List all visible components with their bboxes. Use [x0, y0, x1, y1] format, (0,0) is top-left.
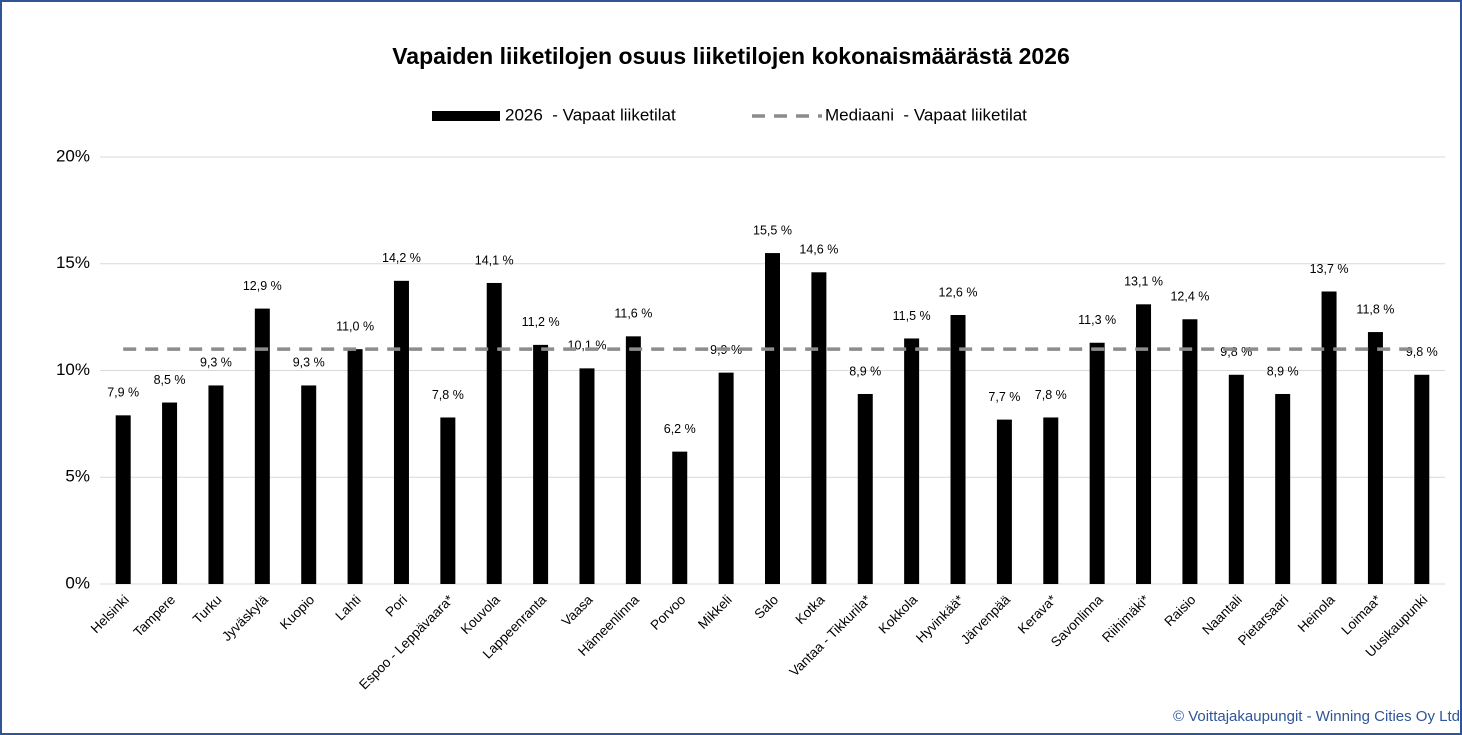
- value-label: 14,2 %: [382, 251, 421, 265]
- value-label: 7,8 %: [432, 388, 464, 402]
- value-label: 11,8 %: [1356, 302, 1394, 316]
- value-label: 11,5 %: [893, 309, 931, 323]
- value-label: 9,8 %: [1220, 345, 1252, 359]
- value-label: 14,1 %: [475, 253, 514, 267]
- value-label: 7,9 %: [107, 386, 139, 400]
- value-label: 11,6 %: [614, 307, 652, 321]
- value-label: 12,6 %: [939, 285, 978, 299]
- bar: [393, 280, 409, 584]
- bar: [950, 314, 966, 584]
- y-tick-label: 0%: [65, 573, 90, 592]
- value-label: 9,3 %: [200, 356, 232, 370]
- value-label: 11,2 %: [522, 315, 560, 329]
- bar: [115, 415, 131, 584]
- value-label: 8,9 %: [1267, 364, 1299, 378]
- y-tick-label: 5%: [65, 467, 90, 486]
- y-tick-label: 20%: [56, 146, 90, 165]
- legend-label: Mediaani - Vapaat liiketilat: [825, 105, 1027, 124]
- value-label: 9,8 %: [1406, 345, 1438, 359]
- bar: [1136, 304, 1152, 584]
- bar: [1414, 374, 1430, 584]
- bar: [1321, 291, 1337, 584]
- value-label: 11,0 %: [336, 319, 374, 333]
- bar: [625, 336, 641, 584]
- value-label: 12,4 %: [1170, 290, 1209, 304]
- bar: [904, 338, 920, 584]
- bar: [1367, 332, 1383, 584]
- legend-label: 2026 - Vapaat liiketilat: [505, 105, 676, 124]
- y-tick-label: 15%: [56, 253, 90, 272]
- bar: [1182, 319, 1198, 584]
- bar: [533, 344, 549, 584]
- bar: [857, 393, 873, 584]
- bar: [162, 402, 178, 584]
- bar: [579, 368, 595, 584]
- value-label: 12,9 %: [243, 279, 282, 293]
- bar: [811, 272, 827, 584]
- bar: [996, 419, 1012, 584]
- bar: [486, 282, 502, 584]
- value-label: 7,8 %: [1035, 388, 1067, 402]
- bar: [1275, 393, 1291, 584]
- y-tick-label: 10%: [56, 360, 90, 379]
- bar: [440, 417, 456, 584]
- value-label: 13,1 %: [1124, 275, 1163, 289]
- bar: [301, 385, 317, 584]
- value-label: 8,9 %: [849, 364, 881, 378]
- bar: [718, 372, 734, 584]
- value-label: 14,6 %: [799, 243, 838, 257]
- value-label: 9,3 %: [293, 356, 325, 370]
- value-label: 11,3 %: [1078, 313, 1116, 327]
- value-label: 6,2 %: [664, 422, 696, 436]
- value-label: 15,5 %: [753, 223, 792, 237]
- bar: [1089, 342, 1105, 584]
- copyright: © Voittajakaupungit - Winning Cities Oy …: [1173, 708, 1460, 725]
- bar: [672, 451, 688, 584]
- bar: [765, 253, 780, 584]
- value-label: 8,5 %: [154, 373, 186, 387]
- value-label: 13,7 %: [1310, 262, 1349, 276]
- bar: [254, 308, 270, 584]
- bar: [1228, 374, 1244, 584]
- bar: [347, 349, 363, 584]
- chart-title: Vapaiden liiketilojen osuus liiketilojen…: [392, 43, 1070, 69]
- legend-swatch: [432, 111, 500, 121]
- bar: [208, 385, 224, 584]
- bar: [1043, 417, 1059, 584]
- value-label: 7,7 %: [988, 390, 1020, 404]
